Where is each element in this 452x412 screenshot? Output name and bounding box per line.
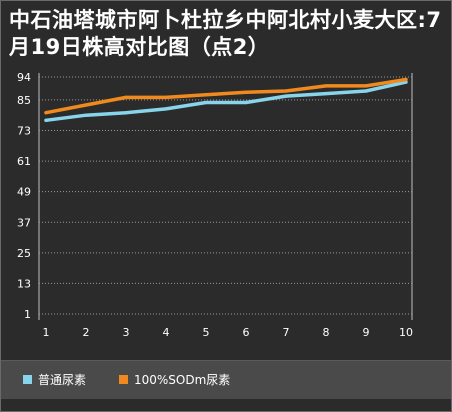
series-2-point-7 <box>284 89 288 93</box>
series-1-point-1 <box>44 118 48 122</box>
legend: 普通尿素 100%SODm尿素 <box>1 360 451 399</box>
series-line-2 <box>44 77 408 115</box>
x-tick-label-5: 5 <box>203 326 210 339</box>
x-tick-label-3: 3 <box>123 326 130 339</box>
chart-title: 中石油塔城市阿卜杜拉乡中阿北村小麦大区:7月19日株高对比图（点2） <box>9 8 442 59</box>
series-2-point-6 <box>244 90 248 94</box>
series-1-point-3 <box>124 111 128 115</box>
legend-item-series-1[interactable]: 普通尿素 <box>23 372 86 388</box>
y-tick-label-1: 1 <box>24 308 31 321</box>
x-tick-label-8: 8 <box>323 326 330 339</box>
series-2-point-3 <box>124 95 128 99</box>
y-tick-label-73: 73 <box>17 125 31 138</box>
y-tick-label-25: 25 <box>17 247 31 260</box>
series-line-1 <box>44 80 408 123</box>
series-2-point-5 <box>204 93 208 97</box>
x-tick-label-9: 9 <box>363 326 370 339</box>
series-2-point-9 <box>364 84 368 88</box>
series-1-point-9 <box>364 89 368 93</box>
series-1-point-6 <box>244 100 248 105</box>
y-tick-label-37: 37 <box>17 216 31 229</box>
x-tick-label-4: 4 <box>163 326 170 339</box>
series-2-point-8 <box>324 84 328 88</box>
series-1-point-2 <box>84 113 88 117</box>
series-1-point-7 <box>284 94 288 98</box>
series-2-point-4 <box>164 95 168 99</box>
series-2-point-10 <box>404 77 408 82</box>
y-tick-label-13: 13 <box>17 277 31 290</box>
y-tick-label-49: 49 <box>17 186 31 199</box>
series-2-point-1 <box>44 111 48 115</box>
plot-area: 1 13 25 37 49 61 73 85 94 1 2 3 4 5 6 7 8 9 10 <box>17 71 413 339</box>
y-tick-label-85: 85 <box>17 94 31 107</box>
y-tick-label-61: 61 <box>17 155 31 168</box>
x-tick-label-7: 7 <box>283 326 290 339</box>
legend-swatch-series-1 <box>23 375 32 384</box>
series-1-point-5 <box>204 100 208 105</box>
legend-swatch-series-2 <box>119 375 128 384</box>
x-tick-label-1: 1 <box>43 326 50 339</box>
series-1-point-8 <box>324 91 328 96</box>
series-1-point-4 <box>164 107 168 111</box>
legend-label-series-2: 100%SODm尿素 <box>134 373 231 387</box>
y-tick-label-94: 94 <box>17 71 31 84</box>
x-tick-label-6: 6 <box>243 326 250 339</box>
x-tick-label-2: 2 <box>83 326 90 339</box>
series-2-point-2 <box>84 103 88 107</box>
legend-label-series-1: 普通尿素 <box>38 373 87 387</box>
x-tick-label-10: 10 <box>399 326 413 339</box>
legend-item-series-2[interactable]: 100%SODm尿素 <box>119 372 230 388</box>
